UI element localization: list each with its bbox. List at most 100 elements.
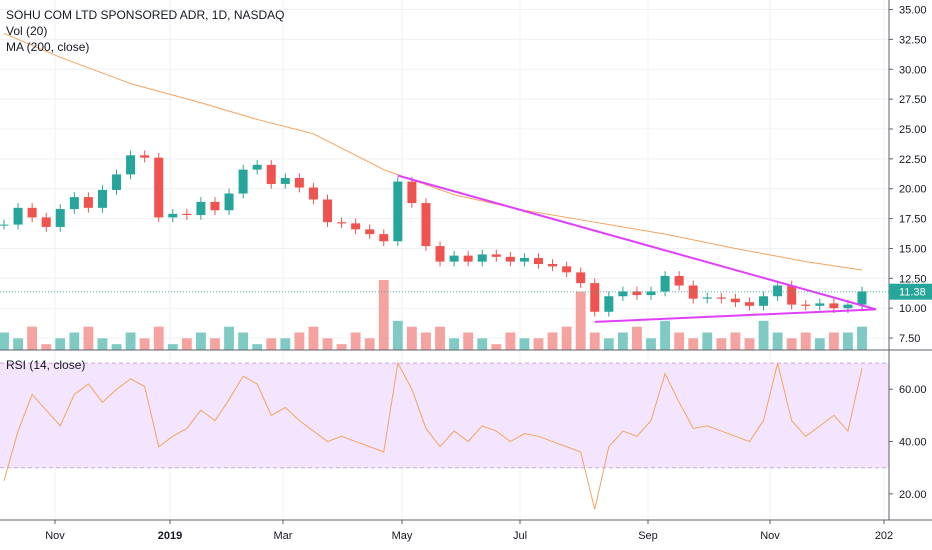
trendline [594, 308, 877, 323]
time-tick-label: Mar [274, 530, 293, 542]
candle-body [773, 285, 783, 297]
price-tick-label: 7.50 [899, 333, 920, 345]
volume-bar [632, 326, 642, 350]
last-price-tag: 11.38 [0, 283, 932, 300]
rsi-axis[interactable]: 60.00 40.00 20.00 [889, 384, 927, 501]
volume-bar [336, 344, 347, 350]
volume-bar [406, 326, 417, 350]
rsi-band-fill [0, 363, 889, 468]
volume-bar [547, 332, 558, 350]
volume-bar [449, 338, 460, 350]
volume-bar [589, 332, 600, 350]
volume-bar [41, 344, 52, 350]
volume-bar [772, 332, 783, 350]
volume-bar [674, 332, 685, 350]
time-tick-label: Nov [760, 530, 780, 542]
candle-body [126, 155, 136, 175]
candle-body [112, 174, 122, 190]
candle-body [252, 164, 262, 170]
volume-bar [702, 332, 713, 350]
candle-body [266, 164, 276, 184]
volume-bar [280, 338, 291, 350]
price-tick-label: 10.00 [899, 303, 927, 315]
volume-bar [0, 332, 9, 350]
time-tick-label: May [392, 530, 413, 542]
volume-bar [322, 338, 333, 350]
volume-bar [744, 338, 755, 350]
candle-body [477, 254, 487, 262]
candle-body [533, 258, 543, 264]
volume-bar [153, 326, 164, 350]
volume-bar [69, 332, 80, 350]
volume-bar [505, 332, 516, 350]
candle-body [576, 272, 586, 284]
candle-body [154, 157, 164, 218]
candle-body [590, 283, 600, 312]
candle-body [69, 197, 79, 210]
price-tick-label: 17.50 [899, 214, 927, 226]
candle-body [815, 303, 825, 306]
volume-bar [308, 326, 319, 350]
candle-body [604, 296, 614, 312]
rsi-indicator-label[interactable]: RSI (14, close) [6, 358, 86, 372]
trendlines[interactable] [397, 174, 877, 323]
candle-body [618, 291, 628, 297]
candle-body [674, 275, 684, 286]
symbol-title[interactable]: SOHU COM LTD SPONSORED ADR, 1D, NASDAQ [6, 8, 285, 22]
candle-body [365, 229, 375, 235]
candle-body [702, 297, 712, 299]
candle-body [13, 207, 23, 225]
volume-bar [533, 338, 544, 350]
rsi-legend: RSI (14, close) [6, 357, 85, 373]
volume-bar [575, 291, 586, 350]
price-axis[interactable]: 35.00 32.50 30.00 27.50 25.00 22.50 20.00 17.50… [889, 5, 927, 345]
candle-body [27, 207, 37, 218]
volume-bar [111, 344, 122, 350]
time-axis[interactable]: Nov 2019 Mar May Jul Sep Nov 202 [45, 520, 893, 542]
price-tick-label: 30.00 [899, 64, 927, 76]
candle-body [393, 181, 403, 242]
candle-body [801, 304, 811, 306]
candle-body [562, 266, 572, 273]
volume-bar [519, 338, 530, 350]
volume-bar [758, 320, 769, 350]
volume-bar [364, 338, 375, 350]
candle-body [323, 199, 333, 223]
time-tick-label: Nov [45, 530, 65, 542]
volume-bar [843, 332, 853, 350]
candle-body [280, 177, 290, 184]
volume-bar [828, 332, 839, 350]
volume-bar [210, 338, 220, 350]
candle-body [294, 177, 304, 188]
price-tick-label: 22.50 [899, 154, 927, 166]
volume-bar [617, 332, 628, 350]
volume-bar [181, 338, 192, 350]
price-tick-label: 32.50 [899, 34, 927, 46]
volume-bar [814, 338, 825, 350]
candle-body [787, 285, 797, 305]
candle-body [435, 246, 445, 262]
rsi-14-line [3, 361, 863, 510]
volume-bar [55, 338, 66, 350]
trendline [397, 174, 877, 311]
volume-bar [463, 332, 474, 350]
ma-indicator-label[interactable]: MA (200, close) [6, 40, 90, 54]
price-tick-label: 20.00 [899, 184, 927, 196]
volume-bar [350, 332, 361, 350]
candle-body [0, 224, 9, 226]
volume-bar [195, 332, 206, 350]
volume-indicator-label[interactable]: Vol (20) [6, 24, 48, 38]
candle-body [83, 197, 93, 208]
candle-body [337, 222, 347, 224]
price-tick-label: 15.00 [899, 243, 927, 255]
volume-bar [800, 332, 811, 350]
candle-body [407, 181, 417, 204]
candle-body [182, 213, 192, 216]
volume-bar [125, 332, 136, 350]
candle-body [379, 234, 389, 242]
price-tick-label: 12.50 [899, 273, 927, 285]
volume-bar [392, 320, 403, 350]
volume-bar [730, 332, 741, 350]
rsi-band [0, 362, 889, 469]
